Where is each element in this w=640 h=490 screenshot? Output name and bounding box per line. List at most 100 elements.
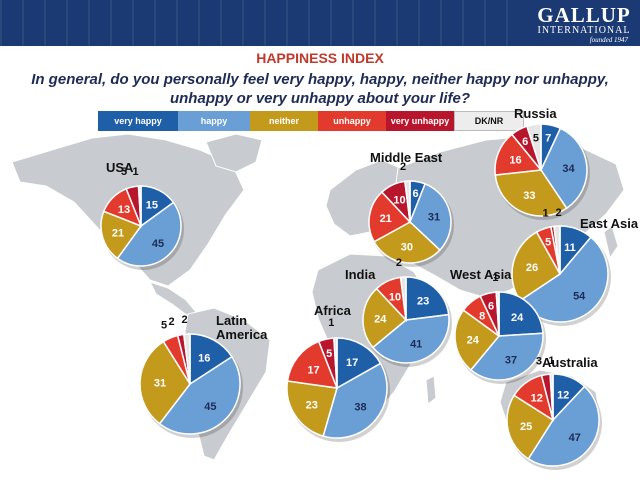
pie-slice-happy <box>469 332 544 381</box>
pie-label-happy: 37 <box>505 355 517 367</box>
pie-label-neither: 24 <box>467 334 480 346</box>
pie-slice-dk-nr <box>182 333 191 385</box>
logo-line-2: INTERNATIONAL <box>537 25 631 36</box>
logo-line-3: founded 1947 <box>589 36 628 44</box>
pie-label-dk-nr: 5 <box>533 132 539 144</box>
region-label-india: India <box>345 267 376 282</box>
pie-label-dk-nr: 1 <box>548 355 554 367</box>
pie-west-asia: 24 37 24 86 1 <box>454 272 546 384</box>
gallup-logo: GALLUP INTERNATIONAL founded 1947 <box>534 4 634 44</box>
pie-label-happy: 41 <box>410 339 422 351</box>
logo-line-1: GALLUP <box>537 3 631 27</box>
pie-label-dk-nr: 2 <box>181 314 187 326</box>
pie-label-happy: 54 <box>573 291 586 303</box>
pie-slice-dk-nr <box>549 373 554 421</box>
pie-label-dk-nr: 1 <box>328 317 334 329</box>
pie-slice-neither <box>454 309 501 371</box>
region-label-east-asia: East Asia <box>580 216 639 231</box>
pie-label-dk-nr: 1 <box>133 166 139 178</box>
pie-slice-dk-nr <box>525 123 542 171</box>
pie-slice-happy <box>371 313 450 364</box>
pie-label-very-unhappy: 6 <box>488 300 494 312</box>
region-label-russia: Russia <box>514 106 557 121</box>
pie-slice-neither <box>362 287 408 349</box>
legend-very-happy: very happy <box>98 111 178 131</box>
pie-label-very-happy: 24 <box>511 312 524 324</box>
pie-label-very-happy: 15 <box>146 200 158 212</box>
pie-label-happy: 31 <box>428 212 440 224</box>
pie-label-unhappy: 12 <box>531 393 543 405</box>
pie-slice-dk-nr <box>495 291 500 337</box>
pie-africa: 17 38 23 17 5 1 <box>286 317 390 442</box>
pie-label-very-happy: 23 <box>417 296 429 308</box>
pie-label-happy: 47 <box>569 432 581 444</box>
pie-slice-happy <box>527 385 600 467</box>
pie-label-happy: 38 <box>354 402 366 414</box>
region-label-usa: USA <box>106 160 134 175</box>
legend-dk-nr: DK/NR <box>454 111 524 131</box>
map-greenland <box>205 133 263 173</box>
pie-slice-neither <box>506 394 555 460</box>
pie-label-dk-nr: 2 <box>556 207 562 219</box>
pie-label-very-unhappy: 5 <box>326 348 332 360</box>
pie-slice-neither <box>494 169 568 217</box>
pie-label-very-unhappy: 10 <box>393 195 405 207</box>
pie-slice-happy <box>409 182 452 252</box>
pie-label-very-happy: 12 <box>557 389 569 401</box>
pie-australia: 12 47 25 12 3 1 <box>506 355 602 470</box>
pie-slice-dk-nr <box>137 185 142 227</box>
pie-slice-dk-nr <box>399 276 407 321</box>
legend-unhappy: unhappy <box>318 111 386 131</box>
pie-label-unhappy: 16 <box>509 155 521 167</box>
pie-label-neither: 30 <box>401 241 413 253</box>
pie-label-dk-nr: 2 <box>400 161 406 173</box>
map-madagascar <box>425 375 437 405</box>
pie-slice-neither <box>373 221 441 264</box>
pie-slice-happy <box>322 362 388 439</box>
header-pattern <box>0 0 520 46</box>
legend-happy: happy <box>178 111 250 131</box>
pie-label-unhappy: 21 <box>380 213 392 225</box>
pie-slice-neither <box>100 210 143 260</box>
pie-label-neither: 24 <box>374 313 387 325</box>
pie-label-very-happy: 16 <box>198 353 210 365</box>
pie-label-very-unhappy: 3 <box>536 356 542 368</box>
pie-label-very-happy: 11 <box>564 242 576 254</box>
pie-slice-very-happy <box>336 337 382 390</box>
pie-slice-happy <box>540 127 588 210</box>
legend-very-unhappy: very unhappy <box>386 111 454 131</box>
pie-label-very-happy: 7 <box>545 133 551 145</box>
pie-label-neither: 23 <box>306 399 318 411</box>
legend: very happy happy neither unhappy very un… <box>98 111 524 131</box>
pie-label-unhappy: 10 <box>389 292 401 304</box>
pie-label-very-unhappy: 5 <box>121 166 127 178</box>
pie-slice-unhappy <box>286 340 339 389</box>
pie-label-unhappy: 17 <box>307 364 319 376</box>
pie-label-very-happy: 17 <box>346 357 358 369</box>
pie-label-very-unhappy: 2 <box>169 316 175 328</box>
legend-neither: neither <box>250 111 318 131</box>
pie-label-neither: 33 <box>523 190 535 202</box>
region-label-west-asia: West Asia <box>450 267 512 282</box>
pie-label-dk-nr: 2 <box>396 257 402 269</box>
chart-title: HAPPINESS INDEX <box>256 50 384 66</box>
pie-usa: 15 45 21 13 5 1 <box>100 166 184 270</box>
pie-slice-very-happy <box>498 291 544 337</box>
pie-slice-happy <box>116 201 182 267</box>
pie-label-neither: 21 <box>112 228 124 240</box>
pie-east-asia: 11 54 26 5 1 2 <box>511 207 611 326</box>
survey-question: In general, do you personally feel very … <box>31 71 609 107</box>
pie-russia: 7 34 33 166 5 <box>494 123 590 220</box>
pie-label-neither: 31 <box>154 378 166 390</box>
pie-label-very-happy: 6 <box>412 188 418 200</box>
pie-slice-very-happy <box>405 276 450 321</box>
pie-label-very-unhappy: 6 <box>522 136 528 148</box>
pie-label-happy: 45 <box>152 238 164 250</box>
pie-label-neither: 25 <box>520 421 532 433</box>
pie-slice-unhappy <box>368 191 412 243</box>
pie-label-very-unhappy: 1 <box>542 208 548 220</box>
pie-label-happy: 34 <box>562 163 575 175</box>
pie-slice-happy <box>158 355 241 435</box>
